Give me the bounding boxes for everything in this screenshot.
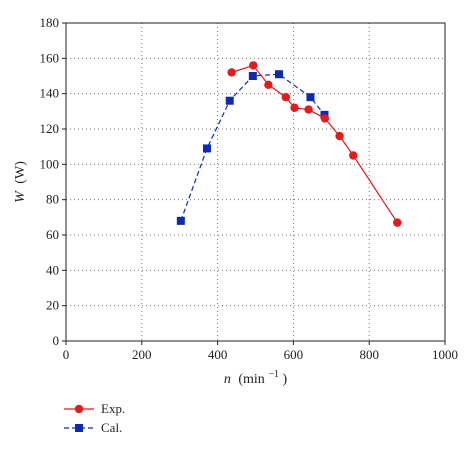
y-tick-label: 20 <box>46 298 59 313</box>
data-point <box>320 114 330 123</box>
series-layer <box>176 61 402 227</box>
data-point <box>249 61 258 70</box>
legend-item: Cal. <box>64 420 122 435</box>
data-point <box>335 131 344 141</box>
x-axis-label: n (min −1 ) <box>224 366 288 387</box>
y-tick-label: 180 <box>40 15 60 30</box>
grid <box>66 23 445 341</box>
plot-frame <box>65 22 446 342</box>
series-line <box>180 73 325 222</box>
legend-marker <box>75 424 83 432</box>
series-line <box>231 64 398 223</box>
data-point <box>304 105 313 114</box>
x-axis-unit: (min <box>238 372 264 387</box>
x-axis-unit-exponent: −1 <box>268 369 279 380</box>
x-tick-label: 200 <box>132 347 152 362</box>
data-point <box>225 96 234 105</box>
legend-label: Exp. <box>101 401 125 416</box>
series-exp <box>227 61 402 227</box>
y-tick-label: 80 <box>46 192 59 207</box>
data-point <box>274 70 283 79</box>
x-tick-label: 0 <box>63 347 70 362</box>
data-point <box>227 68 236 77</box>
data-point <box>176 216 185 225</box>
y-tick-label: 140 <box>40 86 60 101</box>
x-tick-label: 800 <box>359 347 379 362</box>
y-axis-unit: (W) <box>13 161 28 184</box>
y-tick-label: 0 <box>53 333 60 348</box>
y-axis-variable: W <box>13 190 28 203</box>
legend-marker <box>74 404 84 414</box>
legend-item: Exp. <box>64 401 125 416</box>
x-axis-variable: n <box>224 372 231 387</box>
y-tick-label: 160 <box>40 50 60 65</box>
data-point <box>281 93 291 102</box>
data-point <box>248 72 257 80</box>
data-point <box>264 80 273 90</box>
x-tick-label: 1000 <box>432 347 458 362</box>
data-point <box>290 103 299 113</box>
x-tick-label: 400 <box>208 347 228 362</box>
x-tick-label: 600 <box>284 347 304 362</box>
y-tick-label: 120 <box>40 121 60 136</box>
legend-label: Cal. <box>101 420 122 435</box>
x-axis-unit-close: ) <box>282 372 287 387</box>
series-cal <box>176 70 329 225</box>
y-tick-label: 40 <box>46 262 59 277</box>
axis-ticks: 0 200 400 600 800 1000 0 20 40 60 80 100 120 140 160 18… <box>40 15 459 362</box>
data-point <box>349 151 358 160</box>
y-tick-label: 60 <box>46 227 59 242</box>
data-point <box>202 144 211 153</box>
data-point <box>306 93 315 102</box>
y-tick-label: 100 <box>40 156 60 171</box>
y-axis-label: W (W) <box>13 161 28 203</box>
data-point <box>393 218 402 227</box>
legend: Exp. Cal. <box>64 401 125 435</box>
